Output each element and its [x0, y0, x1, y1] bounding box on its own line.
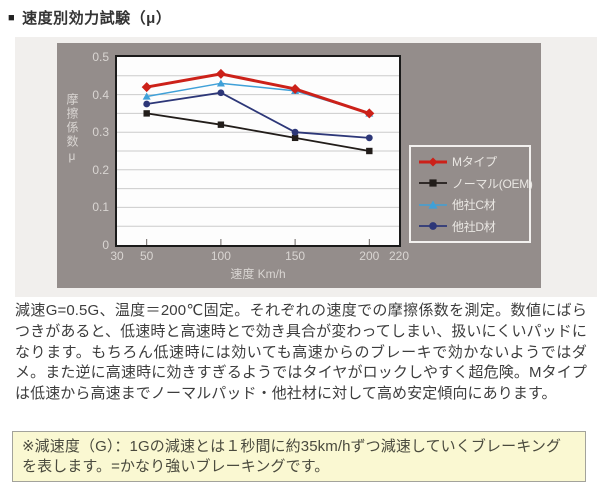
x-tick-label: 220 [388, 249, 410, 263]
triangle-marker-icon [216, 79, 225, 87]
x-tick-label: 100 [210, 249, 231, 263]
x-axis-label: 速度 Km/h [230, 267, 286, 281]
legend-marker-icon [419, 222, 447, 230]
circle-marker-icon [217, 89, 225, 97]
chart-legend: Mタイプノーマル(OEM) 他社C材他社D材 [409, 145, 533, 243]
legend-marker-icon [419, 179, 447, 187]
diamond-marker-icon [141, 82, 152, 93]
x-tick-label: 150 [285, 249, 306, 263]
legend-item-label: ノーマル(OEM) [452, 176, 533, 191]
y-axis-label: 摩擦係数μ [65, 93, 79, 165]
square-marker-icon [143, 110, 150, 117]
y-tick-label: 0 [102, 238, 109, 252]
chart-box: 摩擦係数μ 0 0.1 0.2 0.3 0.4 0.5 30 50 100 150 200 220 … [57, 43, 541, 288]
diamond-marker-icon [215, 68, 226, 79]
triangle-marker-icon [428, 200, 438, 209]
y-tick-label: 0.5 [92, 50, 109, 64]
legend-item: 他社D材 [418, 218, 529, 235]
legend-item: 他社C材 [418, 196, 529, 213]
legend-marker-icon [419, 157, 447, 167]
circle-marker-icon [365, 134, 373, 142]
page-title: ■ 速度別効力試験（μ） [8, 7, 171, 28]
circle-marker-icon [143, 100, 151, 108]
triangle-marker-icon [142, 92, 151, 100]
description-text: 減速G=0.5G、温度＝200℃固定。それぞれの速度での摩擦係数を測定。数値にば… [15, 302, 587, 403]
y-tick-label: 0.1 [92, 200, 109, 215]
chart-svg [117, 68, 399, 245]
plot-area [115, 55, 401, 247]
legend-item-label: Mタイプ [452, 155, 497, 170]
y-tick-label: 0.4 [92, 87, 109, 102]
note-box: ※減速度（G）：1Gの減速とは１秒間に約35km/hずつ減速していくブレーキング… [12, 431, 586, 482]
x-tick-label: 200 [359, 249, 380, 263]
legend-item-label: 他社C材 [452, 198, 496, 213]
note-text: ※減速度（G）：1Gの減速とは１秒間に約35km/hずつ減速していくブレーキング… [22, 438, 562, 475]
square-marker-icon [291, 134, 299, 142]
legend-item-label: 他社D材 [452, 219, 496, 234]
legend-item: ノーマル(OEM) [418, 175, 533, 192]
x-tick-label: 30 [110, 249, 124, 263]
y-tick-label: 0.3 [92, 125, 109, 140]
series-line [146, 91, 370, 139]
legend-marker-icon [419, 200, 447, 209]
diamond-marker-icon [428, 157, 438, 167]
square-marker-icon [217, 121, 225, 128]
chart-panel: 摩擦係数μ 0 0.1 0.2 0.3 0.4 0.5 30 50 100 150 200 220 … [15, 37, 597, 297]
square-marker-icon [429, 179, 437, 187]
square-marker-icon [366, 147, 373, 155]
page-title-text: 速度別効力試験（μ） [22, 10, 172, 27]
diamond-marker-icon [364, 108, 375, 119]
y-tick-label: 0.2 [92, 162, 109, 177]
series-line [146, 72, 370, 115]
x-tick-label: 50 [139, 249, 154, 263]
circle-marker-icon [429, 222, 437, 230]
circle-marker-icon [291, 128, 299, 136]
diamond-marker-icon [290, 83, 301, 94]
legend-item: Mタイプ [418, 153, 529, 170]
bullet-square-icon: ■ [8, 12, 16, 24]
series-line [146, 112, 370, 152]
